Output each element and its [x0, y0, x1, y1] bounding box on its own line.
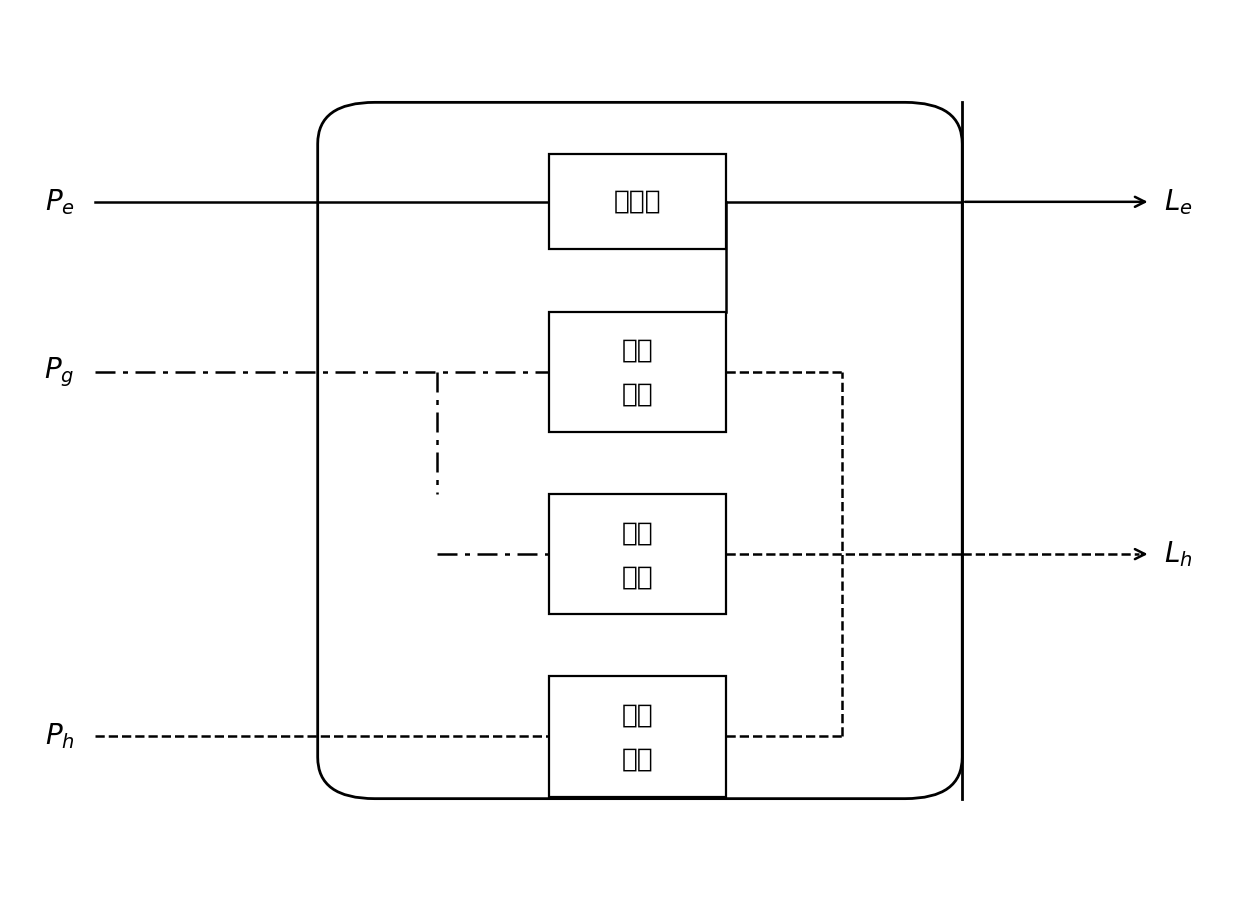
Bar	[548, 312, 725, 432]
Bar	[548, 677, 725, 796]
Bar	[548, 494, 725, 614]
Text: 热电: 热电	[621, 338, 653, 364]
Text: 燃气: 燃气	[621, 521, 653, 546]
Text: 变压器: 变压器	[614, 189, 661, 214]
Text: $P_e$: $P_e$	[45, 187, 74, 217]
Text: 联产: 联产	[621, 382, 653, 408]
Text: $P_h$: $P_h$	[45, 722, 74, 751]
Text: 热交: 热交	[621, 703, 653, 729]
Text: $L_h$: $L_h$	[1164, 539, 1193, 569]
Text: 锅炉: 锅炉	[621, 564, 653, 590]
Text: 换器: 换器	[621, 747, 653, 773]
Text: $L_e$: $L_e$	[1164, 187, 1193, 217]
Bar	[548, 154, 725, 250]
Text: $P_g$: $P_g$	[45, 355, 74, 388]
FancyBboxPatch shape	[317, 103, 962, 798]
